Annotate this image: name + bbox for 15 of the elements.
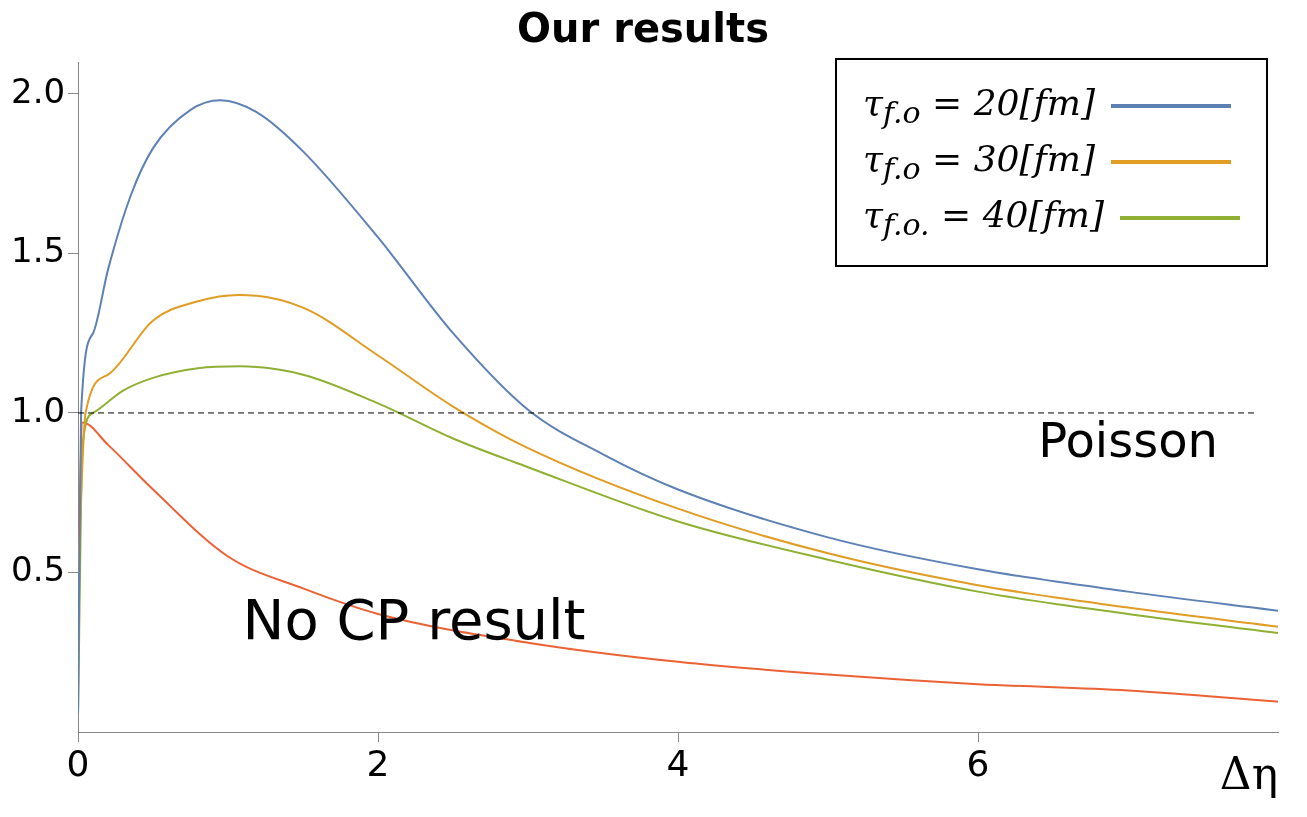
y-tick-label: 0.5 <box>10 549 66 590</box>
chart-title: Our results <box>517 5 769 52</box>
x-axis-title: Δη <box>1219 748 1278 800</box>
legend-label: τ$_{f.o.}$ = 40[fm] <box>863 194 1104 243</box>
x-tick-label: 0 <box>66 742 90 784</box>
legend-label: τ$_{f.o}$ = 20[fm] <box>863 82 1095 131</box>
y-tick-label: 2.0 <box>10 70 66 111</box>
y-tick-label: 1.5 <box>10 230 66 271</box>
x-tick-label: 6 <box>966 742 990 784</box>
ref-line-label: Poisson <box>1038 412 1218 469</box>
legend-label: τ$_{f.o}$ = 30[fm] <box>863 138 1095 187</box>
y-tick-label: 1.0 <box>10 389 66 430</box>
x-tick-label: 2 <box>366 742 390 784</box>
line-series <box>78 421 1278 703</box>
x-tick-label: 4 <box>666 742 690 784</box>
